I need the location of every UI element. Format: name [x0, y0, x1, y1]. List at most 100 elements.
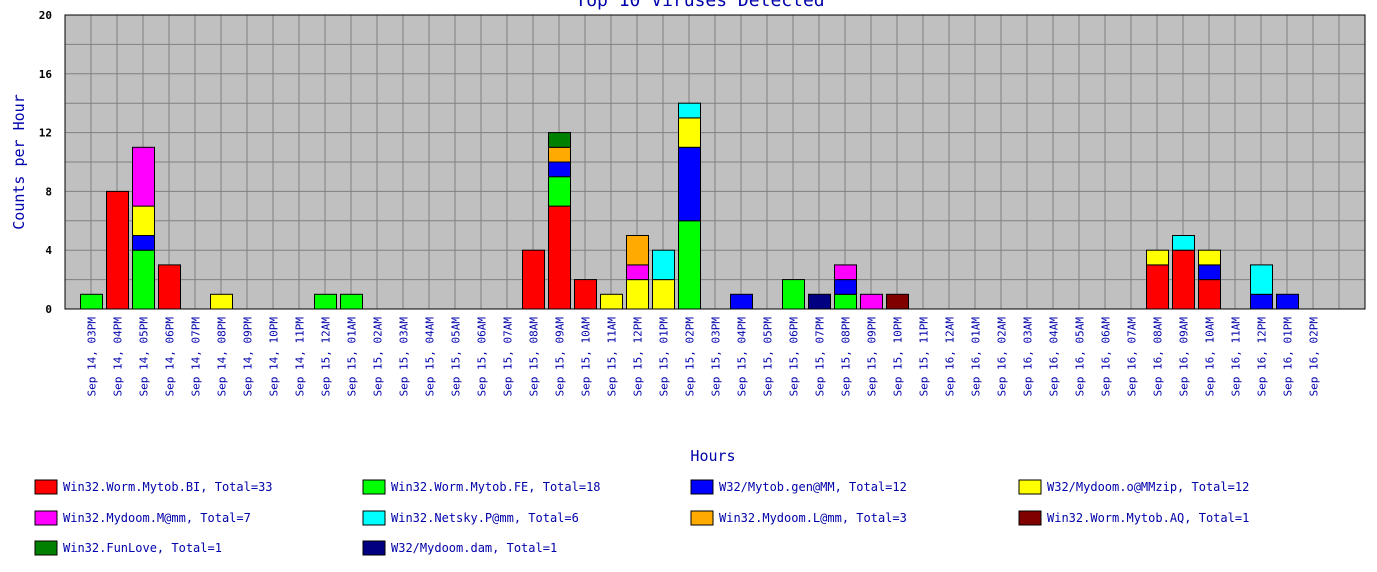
bar-segment-21-4: [626, 264, 649, 281]
x-tick-label: Sep 15, 01AM: [346, 317, 359, 397]
bar-segment-5-3: [210, 293, 233, 310]
x-tick-label: Sep 15, 10AM: [580, 317, 593, 397]
x-tick-label: Sep 16, 10AM: [1204, 317, 1217, 397]
bar-segment-0-1: [80, 293, 103, 310]
bars-layer: [80, 102, 1299, 310]
x-tick-label: Sep 16, 11AM: [1230, 317, 1243, 397]
bar-segment-2-2: [132, 235, 155, 251]
bar-segment-18-0: [548, 205, 571, 310]
bar-segment-43-0: [1198, 279, 1221, 310]
y-tick-label: 12: [39, 127, 52, 140]
legend: Win32.Worm.Mytob.BI, Total=33 Win32.Worm.…: [34, 479, 1249, 556]
bar-segment-1-0: [106, 190, 129, 310]
x-tick-label: Sep 14, 06PM: [164, 317, 177, 397]
bar-segment-31-7: [886, 293, 909, 310]
y-tick-label: 20: [39, 9, 52, 22]
legend-entry: Win32.Netsky.P@mm, Total=6: [391, 511, 579, 525]
legend-entry: Win32.Worm.Mytob.BI, Total=33: [63, 480, 273, 494]
x-tick-label: Sep 16, 03AM: [1022, 317, 1035, 397]
x-tick-label: Sep 16, 06AM: [1100, 317, 1113, 397]
bar-segment-2-1: [132, 249, 155, 310]
x-tick-label: Sep 16, 01AM: [970, 317, 983, 397]
x-tick-label: Sep 16, 02AM: [996, 317, 1009, 397]
x-tick-label: Sep 14, 03PM: [86, 317, 99, 397]
x-tick-label: Sep 15, 12PM: [632, 317, 645, 397]
bar-segment-46-2: [1276, 293, 1299, 310]
x-tick-label: Sep 15, 04AM: [424, 317, 437, 397]
bar-segment-28-9: [808, 293, 831, 310]
bar-segment-45-2: [1250, 293, 1273, 310]
legend-swatch: [362, 510, 386, 526]
x-tick-label: Sep 15, 07PM: [814, 317, 827, 397]
bar-segment-23-2: [678, 146, 701, 222]
bar-segment-23-5: [678, 102, 701, 119]
x-tick-label: Sep 16, 05AM: [1074, 317, 1087, 397]
x-tick-label: Sep 15, 06PM: [788, 317, 801, 397]
bar-segment-23-1: [678, 220, 701, 310]
bar-segment-30-4: [860, 293, 883, 310]
x-tick-label: Sep 15, 11AM: [606, 317, 619, 397]
bar-segment-9-1: [314, 293, 337, 310]
x-tick-label: Sep 15, 05AM: [450, 317, 463, 397]
legend-swatch: [1018, 510, 1042, 526]
x-tick-label: Sep 15, 10PM: [892, 317, 905, 397]
y-tick-label: 0: [45, 303, 52, 316]
legend-swatch: [34, 479, 58, 495]
x-tick-label: Sep 15, 09AM: [554, 317, 567, 397]
plot-border: [64, 14, 1366, 310]
legend-swatch: [690, 479, 714, 495]
bar-segment-25-2: [730, 293, 753, 310]
x-tick-label: Sep 16, 02PM: [1308, 317, 1321, 397]
x-tick-label: Sep 15, 12AM: [320, 317, 333, 397]
legend-swatch: [362, 540, 386, 556]
bar-segment-21-6: [626, 235, 649, 266]
bar-segment-45-5: [1250, 264, 1273, 295]
x-axis-ticks: Sep 14, 03PM Sep 14, 04PM Sep 14, 05PM Sep …: [86, 317, 1321, 397]
x-tick-label: Sep 16, 12AM: [944, 317, 957, 397]
x-tick-label: Sep 14, 07PM: [190, 317, 203, 397]
legend-entry: W32/Mytob.gen@MM, Total=12: [719, 480, 907, 494]
bar-segment-29-2: [834, 279, 857, 295]
x-tick-label: Sep 14, 08PM: [216, 317, 229, 397]
x-tick-label: Sep 15, 08PM: [840, 317, 853, 397]
bar-segment-2-3: [132, 205, 155, 237]
x-tick-label: Sep 15, 01PM: [658, 317, 671, 397]
x-tick-label: Sep 15, 08AM: [528, 317, 541, 397]
x-tick-label: Sep 14, 11PM: [294, 317, 307, 397]
legend-swatch: [34, 510, 58, 526]
legend-entry: Win32.Worm.Mytob.FE, Total=18: [391, 480, 601, 494]
bar-segment-27-1: [782, 279, 805, 310]
bar-segment-42-0: [1172, 249, 1195, 310]
y-tick-label: 16: [39, 68, 53, 81]
x-tick-label: Sep 16, 12PM: [1256, 317, 1269, 397]
y-axis-title: Counts per Hour: [10, 94, 28, 229]
bar-segment-22-3: [652, 279, 675, 310]
y-tick-label: 8: [45, 185, 52, 198]
bar-segment-2-4: [132, 146, 155, 207]
bar-segment-18-8: [548, 132, 571, 148]
legend-entry: W32/Mydoom.dam, Total=1: [391, 541, 557, 555]
legend-swatch: [690, 510, 714, 526]
legend-entry: Win32.Mydoom.L@mm, Total=3: [719, 511, 907, 525]
x-tick-label: Sep 15, 04PM: [736, 317, 749, 397]
x-tick-label: Sep 15, 09PM: [866, 317, 879, 397]
legend-entry: W32/Mydoom.o@MMzip, Total=12: [1047, 480, 1249, 494]
legend-entry: Win32.FunLove, Total=1: [63, 541, 222, 555]
bar-segment-21-3: [626, 279, 649, 310]
bar-segment-3-0: [158, 264, 181, 310]
bar-segment-22-5: [652, 249, 675, 281]
bar-segment-42-5: [1172, 235, 1195, 251]
x-tick-label: Sep 15, 02PM: [684, 317, 697, 397]
bar-segment-18-6: [548, 146, 571, 163]
bar-segment-23-3: [678, 117, 701, 148]
bar-segment-18-1: [548, 176, 571, 207]
x-tick-label: Sep 16, 04AM: [1048, 317, 1061, 397]
legend-swatch: [1018, 479, 1042, 495]
chart-title: Top 10 Viruses Detected: [575, 0, 824, 11]
x-tick-label: Sep 16, 09AM: [1178, 317, 1191, 397]
bar-segment-18-2: [548, 161, 571, 178]
legend-entry: Win32.Mydoom.M@mm, Total=7: [63, 511, 251, 525]
bar-segment-19-0: [574, 279, 597, 310]
